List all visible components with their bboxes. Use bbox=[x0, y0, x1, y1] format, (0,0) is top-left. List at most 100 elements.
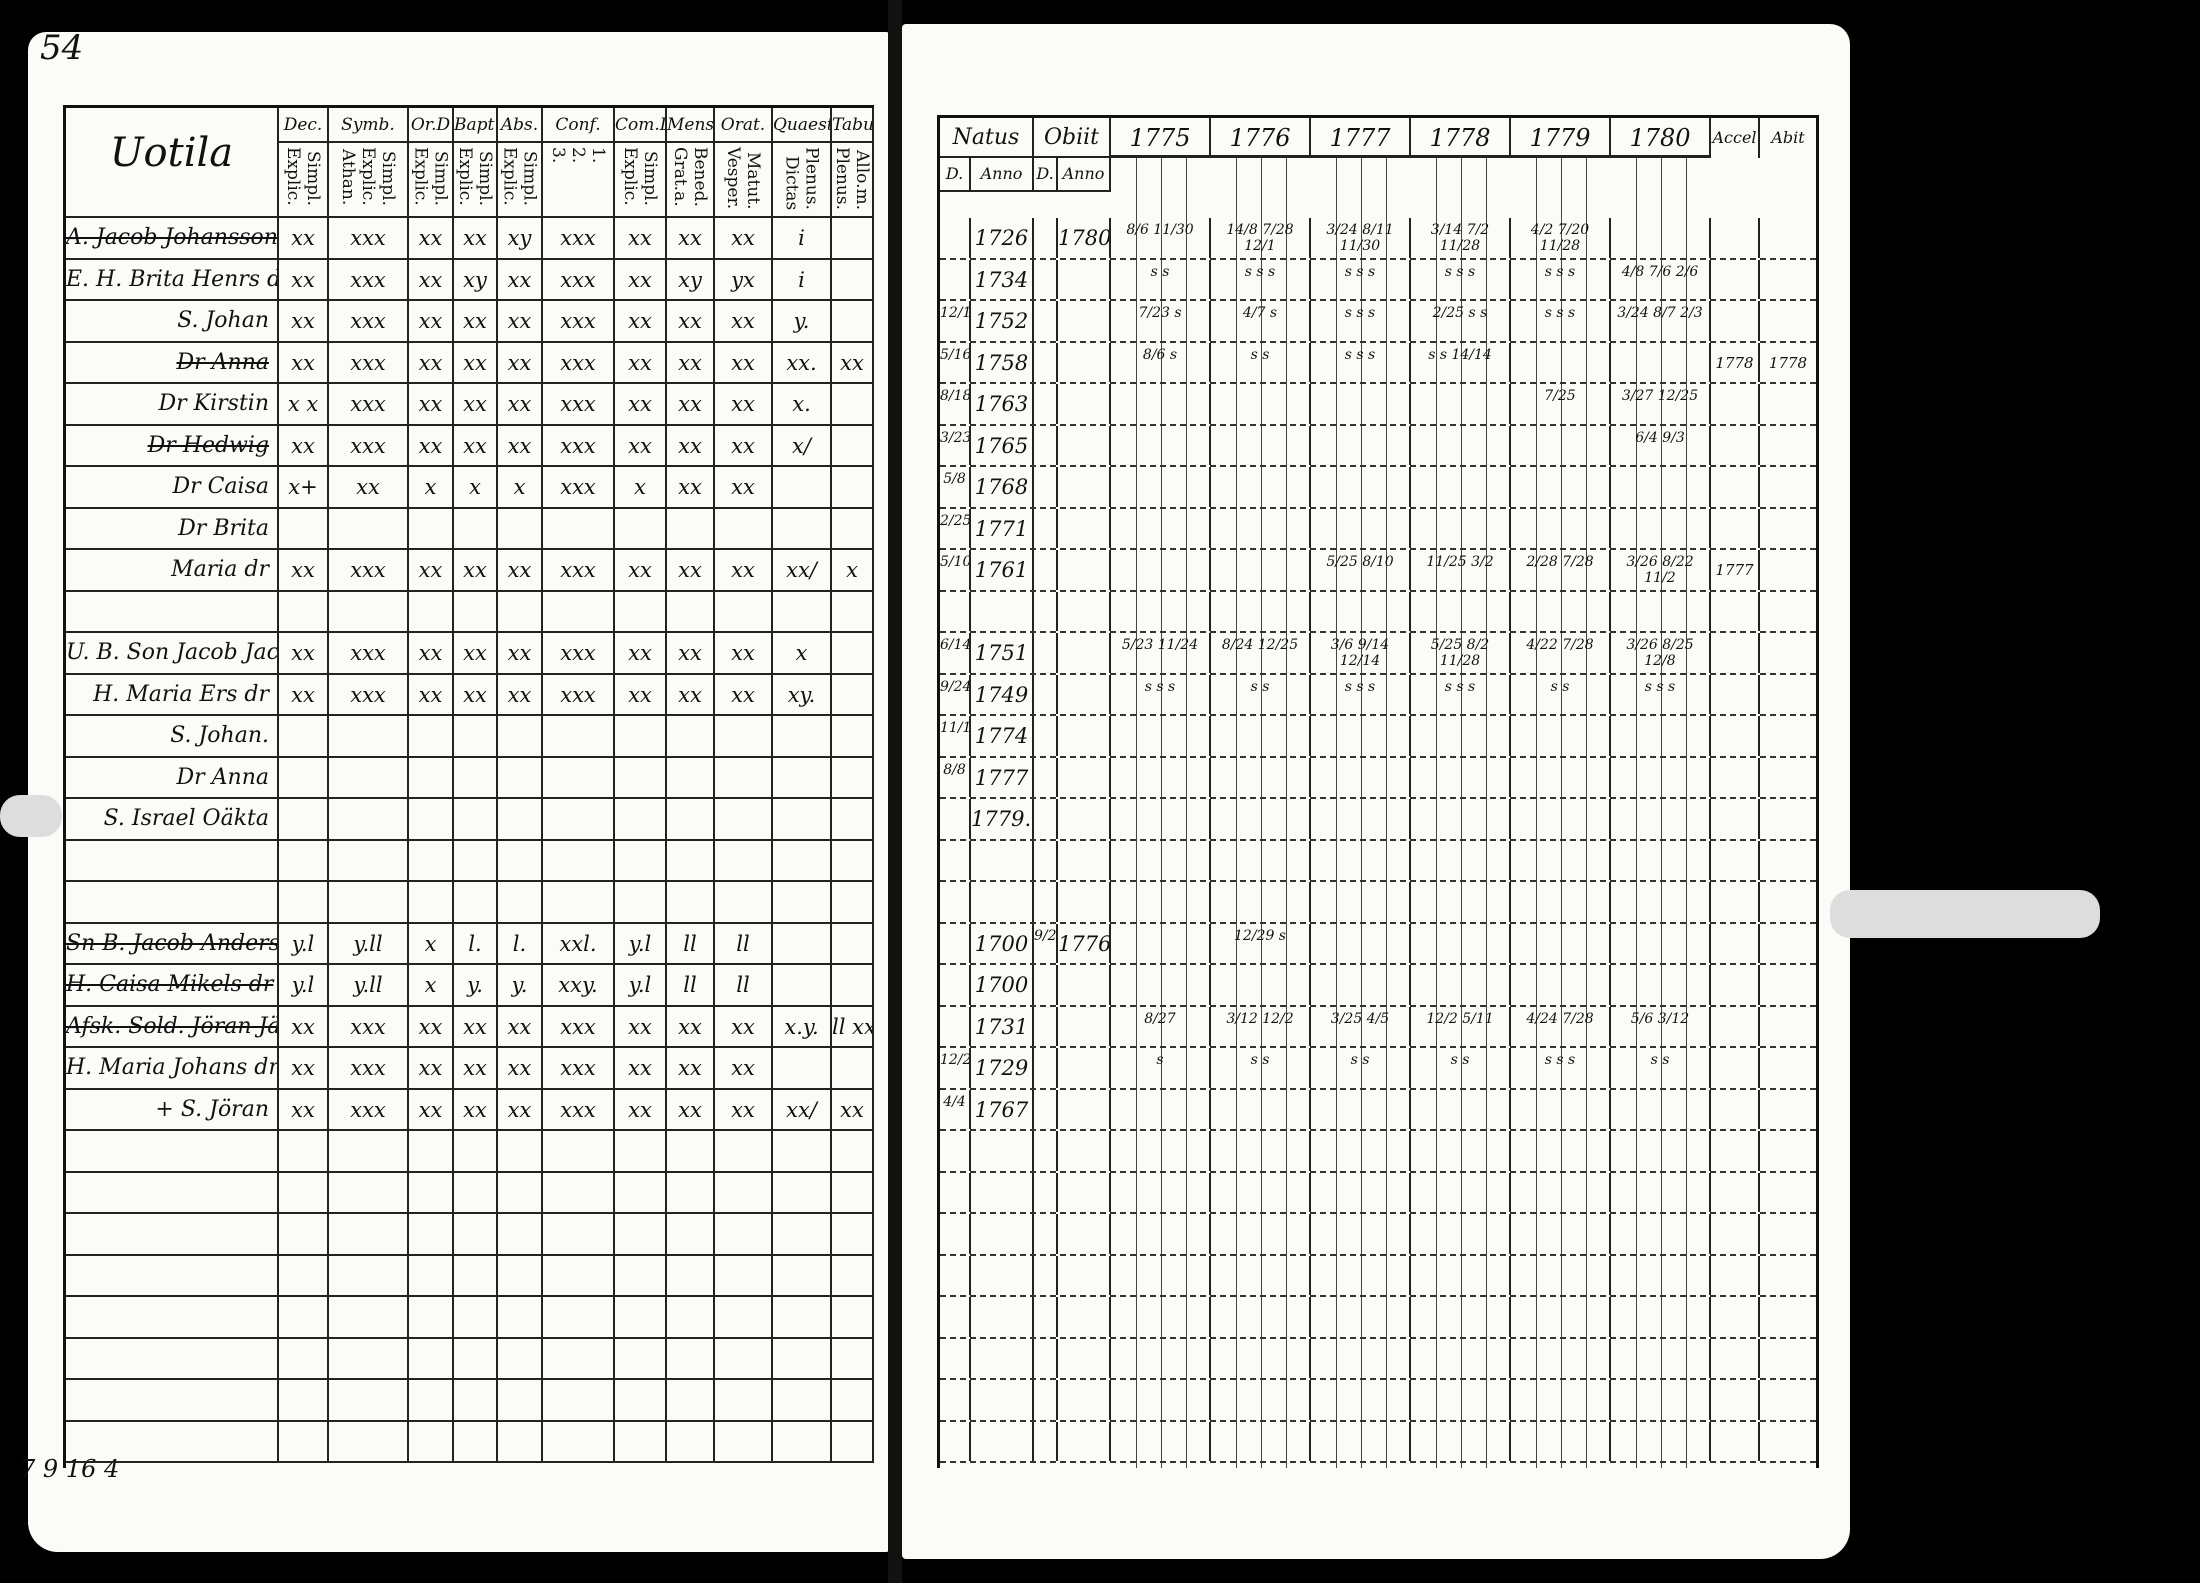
column-sub-header: Explic.Simpl. bbox=[498, 143, 543, 218]
year-attendance: 3/26 8/25 12/8 bbox=[1611, 633, 1711, 673]
exam-mark bbox=[832, 923, 874, 963]
exam-mark bbox=[832, 1297, 874, 1337]
exam-mark: xx bbox=[667, 550, 715, 590]
column-group-header: Quaest. bbox=[773, 108, 832, 143]
year-attendance bbox=[1511, 757, 1611, 797]
register-row-right: 8/18 1763 7/25 3/27 12/25 bbox=[940, 384, 1816, 426]
exam-mark: xx bbox=[667, 674, 715, 714]
exam-mark bbox=[543, 882, 615, 922]
obiit-d-value bbox=[1034, 1338, 1058, 1378]
year-attendance: s s bbox=[1211, 342, 1311, 382]
exam-mark bbox=[715, 840, 773, 880]
year-attendance bbox=[1111, 384, 1211, 424]
natus-d-value bbox=[940, 1172, 971, 1212]
year-attendance bbox=[1311, 1214, 1411, 1254]
exam-mark: y.l bbox=[615, 923, 667, 963]
exam-mark: xx bbox=[279, 342, 329, 382]
exam-mark bbox=[498, 1172, 543, 1212]
year-attendance bbox=[1411, 1214, 1511, 1254]
register-row: U. B. Son Jacob Jacobsxxxxxxxxxxxxxxxxxx… bbox=[66, 633, 874, 675]
register-row-right: 4/4 1767 bbox=[940, 1089, 1816, 1131]
register-row bbox=[66, 1214, 874, 1256]
sub-column-rule bbox=[1186, 158, 1187, 1468]
natus-anno-value: 1777 bbox=[971, 757, 1034, 797]
obiit-header: Obiit bbox=[1034, 118, 1111, 158]
natus-d-value bbox=[940, 218, 971, 258]
register-row-right: 8/8 1777 bbox=[940, 757, 1816, 799]
exam-mark bbox=[832, 467, 874, 507]
obiit-d-value bbox=[1034, 882, 1058, 922]
exam-mark bbox=[715, 716, 773, 756]
year-attendance bbox=[1111, 425, 1211, 465]
year-attendance bbox=[1411, 1297, 1511, 1337]
year-attendance bbox=[1111, 1380, 1211, 1420]
year-attendance: s s s bbox=[1511, 301, 1611, 341]
year-attendance bbox=[1311, 508, 1411, 548]
year-attendance bbox=[1411, 508, 1511, 548]
sub-header-label: Explic. bbox=[283, 147, 303, 206]
natus-d-value bbox=[940, 965, 971, 1005]
exam-mark bbox=[773, 923, 832, 963]
exam-mark bbox=[773, 1214, 832, 1254]
natus-anno-value bbox=[971, 840, 1034, 880]
year-attendance bbox=[1511, 882, 1611, 922]
exam-mark: xxx bbox=[329, 1006, 409, 1046]
exam-mark: xx bbox=[409, 218, 454, 258]
natus-d-value: 3/23 bbox=[940, 425, 971, 465]
exam-mark: xx bbox=[667, 301, 715, 341]
year-attendance bbox=[1511, 965, 1611, 1005]
sub-header-label: Simpl. bbox=[640, 150, 660, 206]
natus-header: Natus bbox=[940, 118, 1034, 158]
obiit-anno-value bbox=[1058, 882, 1111, 922]
exam-mark bbox=[498, 1297, 543, 1337]
abit-value bbox=[1760, 1090, 1816, 1130]
year-attendance bbox=[1111, 1089, 1211, 1129]
exam-mark bbox=[543, 1255, 615, 1295]
exam-mark: xxx bbox=[543, 674, 615, 714]
natus-anno-value: 1765 bbox=[971, 425, 1034, 465]
exam-mark: xx bbox=[409, 425, 454, 465]
abit-value bbox=[1760, 592, 1816, 632]
exam-mark bbox=[279, 591, 329, 631]
exam-mark bbox=[279, 1214, 329, 1254]
sub-column-rule bbox=[1286, 158, 1287, 1468]
person-name: S. Israel Oäkta bbox=[66, 799, 279, 839]
obiit-d-value bbox=[1034, 467, 1058, 507]
register-row-right bbox=[940, 1131, 1816, 1173]
exam-mark bbox=[832, 1048, 874, 1088]
year-attendance bbox=[1611, 591, 1711, 631]
natus-anno-value: 1726 bbox=[971, 218, 1034, 258]
exam-mark: xx bbox=[498, 1048, 543, 1088]
exam-mark bbox=[615, 508, 667, 548]
exam-mark bbox=[498, 757, 543, 797]
year-attendance bbox=[1311, 1338, 1411, 1378]
exam-mark: xxx bbox=[543, 218, 615, 258]
exam-mark bbox=[832, 1214, 874, 1254]
exam-mark: x bbox=[409, 965, 454, 1005]
exam-mark bbox=[329, 1255, 409, 1295]
exam-mark bbox=[615, 1380, 667, 1420]
year-attendance: s s bbox=[1411, 1048, 1511, 1088]
register-row: H. Caisa Mikels dr y.l y.ll x y. y. xxy. y.l ll l… bbox=[66, 965, 874, 1007]
exam-mark: xy. bbox=[773, 674, 832, 714]
exam-mark bbox=[454, 840, 498, 880]
exam-mark bbox=[543, 1421, 615, 1461]
exam-mark: xx bbox=[454, 633, 498, 673]
exam-mark bbox=[667, 508, 715, 548]
year-attendance: 3/6 9/14 12/14 bbox=[1311, 633, 1411, 673]
year-attendance bbox=[1411, 1172, 1511, 1212]
register-row-right bbox=[940, 840, 1816, 882]
person-name: Maria dr bbox=[66, 550, 279, 590]
exam-mark bbox=[409, 799, 454, 839]
year-attendance bbox=[1611, 965, 1711, 1005]
obiit-anno-value bbox=[1058, 550, 1111, 590]
year-attendance bbox=[1211, 1172, 1311, 1212]
year-attendance: s s s bbox=[1311, 259, 1411, 299]
natus-d-value bbox=[940, 840, 971, 880]
column-sub-header: Plenus.Allo.m. bbox=[832, 143, 874, 218]
natus-d-value bbox=[940, 1255, 971, 1295]
natus-anno-value: 1758 bbox=[971, 342, 1034, 382]
natus-anno-value: 1771 bbox=[971, 508, 1034, 548]
year-attendance bbox=[1111, 1297, 1211, 1337]
obiit-anno-value bbox=[1058, 1380, 1111, 1420]
